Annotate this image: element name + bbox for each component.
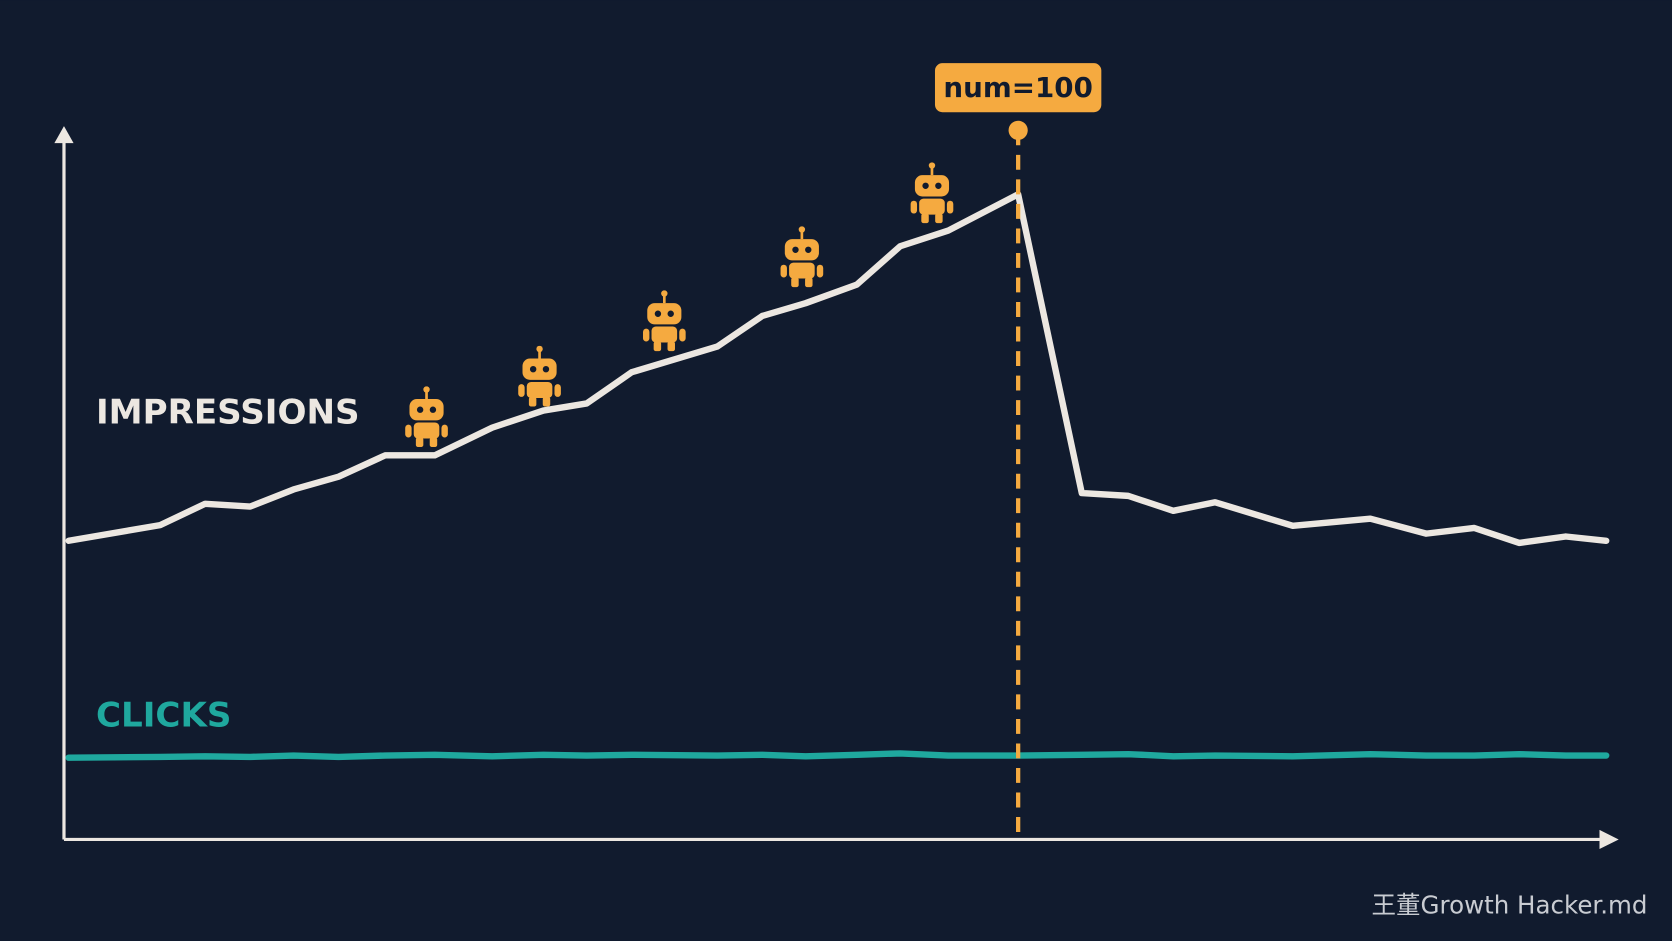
annotation-dot [1008, 120, 1028, 140]
series-label: IMPRESSIONS [96, 392, 360, 432]
axes [54, 126, 1619, 850]
annotation-box [934, 63, 1102, 113]
annotation-label: num=100 [943, 71, 1092, 104]
series-line [65, 750, 1610, 761]
series-line [65, 191, 1610, 547]
series-label: CLICKS [96, 695, 232, 735]
watermark: 王董Growth Hacker.md [1372, 891, 1648, 920]
